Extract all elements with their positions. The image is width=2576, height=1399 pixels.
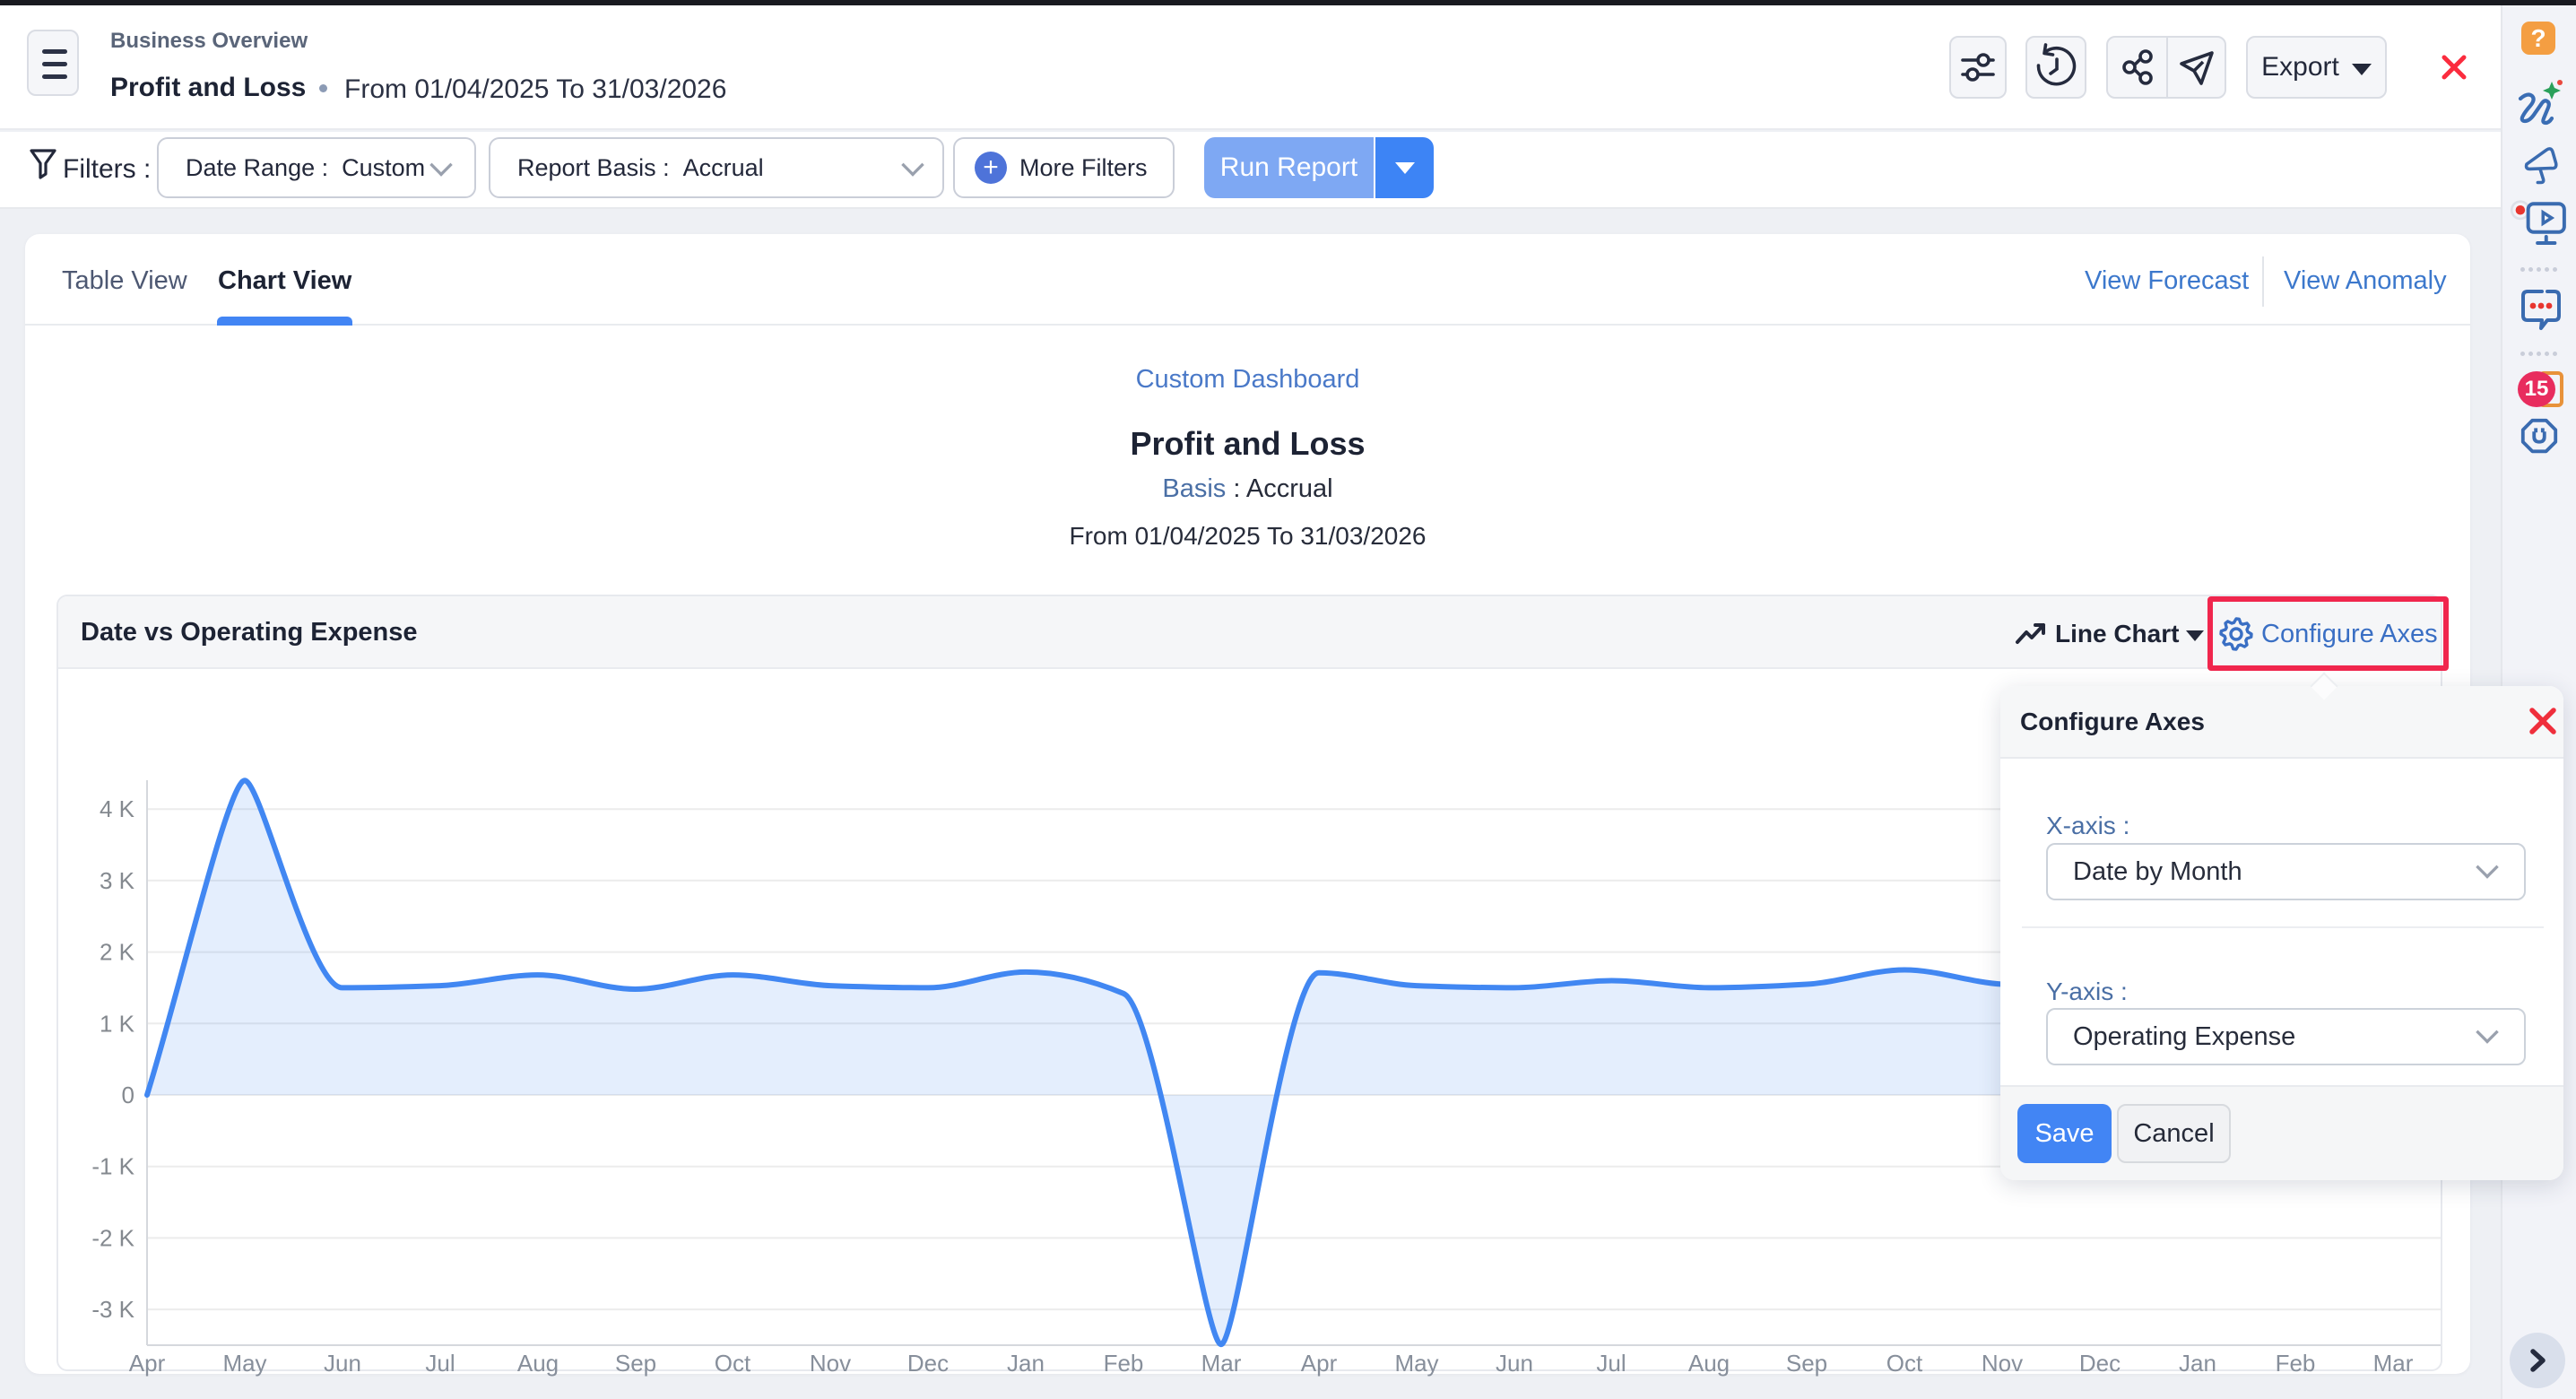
svg-text:Jan: Jan xyxy=(1007,1350,1045,1377)
svg-text:Dec: Dec xyxy=(907,1350,949,1377)
svg-text:Aug: Aug xyxy=(1688,1350,1730,1377)
svg-text:2 K: 2 K xyxy=(100,939,135,966)
svg-text:Jul: Jul xyxy=(1596,1350,1626,1377)
svg-text:Jun: Jun xyxy=(1496,1350,1533,1377)
svg-text:-2 K: -2 K xyxy=(91,1224,134,1251)
svg-text:May: May xyxy=(1394,1350,1438,1377)
svg-text:4 K: 4 K xyxy=(100,795,135,822)
svg-text:Dec: Dec xyxy=(2079,1350,2121,1377)
svg-text:Nov: Nov xyxy=(1982,1350,2023,1377)
svg-text:0: 0 xyxy=(122,1082,134,1108)
svg-text:3 K: 3 K xyxy=(100,867,135,894)
svg-text:Mar: Mar xyxy=(2373,1350,2414,1377)
svg-text:Jan: Jan xyxy=(2179,1350,2216,1377)
svg-text:-1 K: -1 K xyxy=(91,1153,134,1180)
svg-text:Jul: Jul xyxy=(425,1350,455,1377)
svg-text:May: May xyxy=(222,1350,266,1377)
svg-text:Feb: Feb xyxy=(2276,1350,2316,1377)
svg-text:Apr: Apr xyxy=(129,1350,166,1377)
svg-text:Feb: Feb xyxy=(1104,1350,1144,1377)
svg-text:Oct: Oct xyxy=(1886,1350,1923,1377)
svg-text:Sep: Sep xyxy=(1786,1350,1827,1377)
svg-text:Sep: Sep xyxy=(615,1350,656,1377)
svg-text:Mar: Mar xyxy=(1201,1350,1242,1377)
svg-text:-3 K: -3 K xyxy=(91,1296,134,1323)
svg-text:Aug: Aug xyxy=(517,1350,559,1377)
svg-text:Jun: Jun xyxy=(324,1350,361,1377)
svg-text:Apr: Apr xyxy=(1301,1350,1338,1377)
svg-text:Oct: Oct xyxy=(715,1350,751,1377)
svg-text:1 K: 1 K xyxy=(100,1010,135,1037)
svg-text:Nov: Nov xyxy=(810,1350,851,1377)
